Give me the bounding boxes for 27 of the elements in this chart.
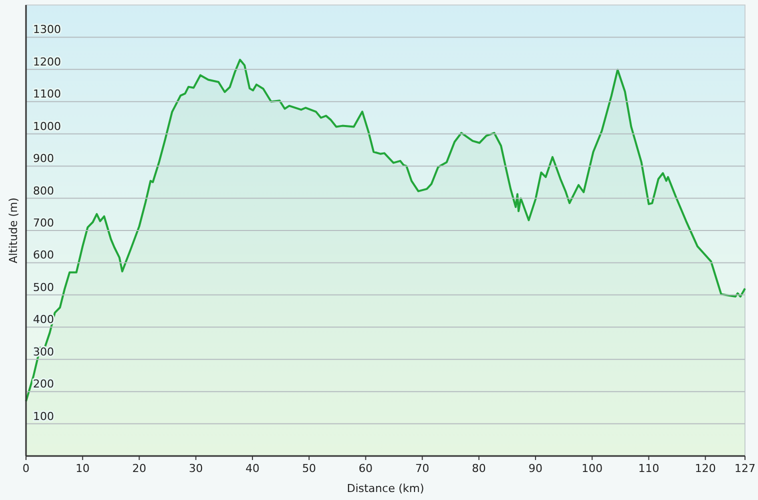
- x-tick-label: 40: [245, 462, 260, 475]
- y-tick-label: 600: [33, 248, 54, 262]
- x-tick-label: 60: [358, 462, 373, 475]
- x-tick-label: 50: [302, 462, 316, 475]
- y-tick-label: 800: [33, 184, 54, 198]
- x-axis-title: Distance (km): [346, 482, 424, 495]
- y-tick-label: 100: [33, 410, 54, 423]
- x-tick-label: 70: [415, 462, 430, 475]
- x-tick-label: 120: [694, 462, 716, 475]
- y-tick-label: 900: [33, 152, 54, 166]
- x-tick-label: 110: [638, 462, 660, 475]
- y-tick-label: 1100: [33, 88, 61, 101]
- y-tick-label: 1000: [33, 120, 61, 133]
- x-tick-label: 10: [76, 462, 90, 475]
- x-tick-label: 127: [734, 462, 756, 475]
- x-tick-label: 0: [22, 462, 30, 475]
- y-tick-label: 1300: [33, 23, 61, 36]
- y-tick-label: 500: [33, 280, 54, 294]
- y-tick-label: 700: [33, 216, 54, 230]
- y-tick-label: 1200: [33, 55, 61, 68]
- x-tick-label: 100: [582, 462, 603, 475]
- x-tick-label: 20: [132, 462, 146, 475]
- y-axis-title: Altitude (m): [7, 198, 20, 264]
- x-tick-label: 80: [472, 462, 486, 475]
- x-tick-label: 30: [188, 462, 203, 475]
- y-tick-label: 200: [33, 378, 54, 391]
- x-tick-label: 90: [528, 462, 543, 475]
